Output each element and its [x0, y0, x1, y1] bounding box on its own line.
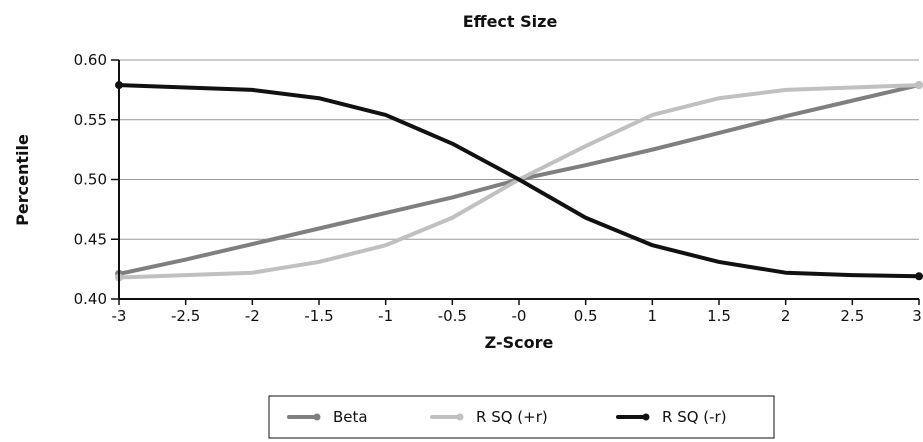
y-tick-label: 0.45 — [74, 230, 107, 248]
legend: Beta R SQ (+r) R SQ (-r) — [268, 395, 775, 439]
x-axis-title: Z-Score — [485, 333, 554, 352]
x-tick-label: -0.5 — [438, 307, 467, 325]
legend-label-r-sq-r: R SQ (+r) — [476, 408, 548, 426]
data-point-r-sq-r — [915, 272, 923, 281]
x-axis-ticks: -3 -2.5 -2 -1.5 -1 -0.5 -0 0.5 1 1.5 2 2.5 3 — [112, 299, 922, 325]
legend-marker-beta — [313, 413, 321, 421]
legend-label-beta: Beta — [333, 408, 368, 426]
x-tick-label: 2 — [781, 307, 791, 325]
y-tick-label: 0.60 — [74, 51, 107, 69]
x-tick-label: -1 — [378, 307, 393, 325]
y-tick-label: 0.55 — [74, 111, 107, 129]
y-tick-label: 0.40 — [74, 290, 107, 308]
legend-box — [268, 395, 775, 439]
legend-marker-r-sq-r — [642, 413, 650, 421]
x-tick-label: -1.5 — [304, 307, 333, 325]
series-lines — [115, 81, 923, 282]
x-tick-label: -0 — [512, 307, 527, 325]
x-tick-label: 1.5 — [707, 307, 731, 325]
y-tick-label: 0.50 — [74, 171, 107, 189]
y-axis-title: Percentile — [13, 134, 32, 226]
x-tick-label: -2 — [245, 307, 260, 325]
legend-label-r-sq-r: R SQ (-r) — [662, 408, 727, 426]
legend-marker-r-sq-r — [456, 413, 464, 421]
chart-title: Effect Size — [463, 12, 558, 31]
x-tick-label: -2.5 — [171, 307, 200, 325]
x-tick-label: 3 — [912, 307, 922, 325]
x-tick-label: -3 — [112, 307, 127, 325]
x-tick-label: 2.5 — [840, 307, 864, 325]
data-point-r-sq-r — [915, 81, 923, 90]
x-tick-label: 1 — [648, 307, 658, 325]
y-axis-ticks: 0.40 0.45 0.50 0.55 0.60 — [74, 51, 119, 308]
gridlines — [119, 59, 919, 240]
x-tick-label: 0.5 — [574, 307, 598, 325]
